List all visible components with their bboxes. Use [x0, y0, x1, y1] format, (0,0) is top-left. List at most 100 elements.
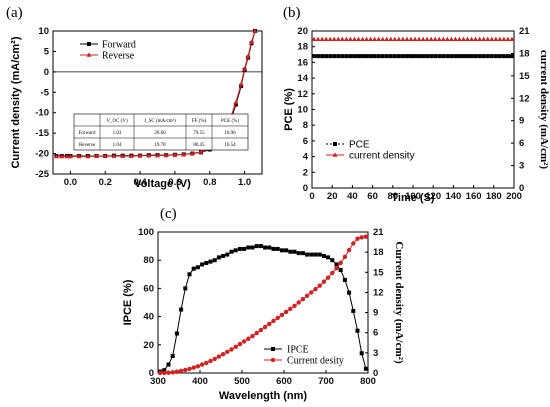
- data-point-current-density: [448, 36, 454, 42]
- data-point-current-desity: [317, 283, 322, 288]
- data-point-pce: [400, 54, 405, 59]
- data-point-pce: [465, 54, 470, 59]
- data-point-current-density: [493, 36, 499, 42]
- table-cell: 79.55: [193, 131, 205, 136]
- y-tick-label-c: 0: [149, 368, 154, 379]
- y2-tick-label-b: 0: [519, 183, 524, 194]
- data-point-ipce: [208, 259, 213, 264]
- data-point-reverse: [242, 65, 247, 71]
- data-point-current-desity: [199, 362, 205, 367]
- data-point-ipce: [279, 248, 284, 253]
- data-point-pce: [509, 54, 514, 59]
- data-point-ipce: [330, 258, 335, 263]
- y2-tick-label-b: 6: [519, 138, 524, 149]
- data-point-current-desity: [363, 234, 369, 239]
- data-point-current-density: [469, 36, 474, 42]
- data-point-pce: [320, 54, 325, 59]
- data-point-current-desity: [262, 324, 268, 330]
- data-point-pce: [481, 54, 486, 59]
- y2-tick-label-c: 21: [373, 227, 384, 238]
- x-tick-label-c: 400: [192, 376, 208, 387]
- y-tick-label-a: -10: [35, 108, 49, 119]
- data-point-current-density: [368, 36, 373, 42]
- data-point-current-desity: [296, 300, 301, 305]
- data-point-pce: [352, 54, 357, 59]
- data-point-current-density: [424, 36, 430, 42]
- data-point-pce: [473, 54, 478, 59]
- data-point-forward: [239, 84, 244, 89]
- x-tick-label-a: 0.8: [203, 177, 216, 188]
- x-tick-label-b: 0: [309, 191, 314, 202]
- data-point-ipce: [338, 268, 343, 273]
- data-point-ipce: [212, 258, 217, 263]
- data-point-pce: [477, 54, 482, 59]
- data-point-pce: [461, 54, 466, 59]
- data-point-pce: [328, 54, 333, 59]
- data-point-current-density: [323, 36, 329, 42]
- data-point-ipce: [326, 255, 331, 260]
- data-point-ipce: [300, 251, 305, 256]
- data-point-ipce: [162, 368, 167, 373]
- panel-label-a: (a): [6, 5, 23, 21]
- data-point-current-desity: [204, 360, 209, 366]
- data-point-current-density: [509, 36, 515, 42]
- data-point-pce: [316, 54, 321, 59]
- y-tick-label-b: 2: [303, 167, 308, 178]
- y-tick-label-c: 80: [143, 255, 154, 266]
- table-cell: 19.78: [154, 143, 166, 148]
- data-point-current-desity: [346, 247, 352, 253]
- x-tick-label-a: 0.4: [133, 177, 147, 188]
- data-point-current-density: [319, 36, 325, 42]
- y-tick-label-a: -20: [35, 149, 49, 160]
- data-point-current-desity: [325, 275, 331, 280]
- data-point-current-density: [436, 36, 442, 42]
- data-point-current-density: [428, 36, 434, 42]
- data-point-pce: [489, 54, 494, 59]
- data-point-current-desity: [250, 333, 255, 339]
- data-point-reverse: [252, 28, 258, 33]
- data-point-pce: [384, 54, 389, 59]
- y2-tick-label-c: 3: [373, 348, 378, 359]
- legend-marker: [332, 152, 338, 157]
- table-cell: Reverse: [79, 143, 96, 148]
- legend-label: Reverse: [102, 51, 135, 62]
- data-point-current-desity: [288, 306, 293, 312]
- data-point-current-density: [343, 36, 349, 42]
- data-point-reverse: [233, 99, 239, 105]
- data-point-pce: [413, 54, 418, 59]
- data-point-current-density: [465, 36, 470, 42]
- data-point-current-desity: [267, 321, 272, 327]
- y-tick-label-b: 0: [303, 183, 308, 194]
- data-point-pce: [356, 54, 361, 59]
- x-tick-label-a: 1.0: [238, 177, 251, 188]
- data-point-ipce: [237, 246, 242, 251]
- data-point-ipce: [170, 354, 175, 359]
- series-line-current-desity: [160, 236, 366, 374]
- data-point-current-density: [444, 36, 450, 42]
- x-tick-label-c: 600: [276, 376, 292, 387]
- data-point-current-desity: [271, 318, 276, 324]
- data-point-ipce: [263, 245, 268, 250]
- data-point-ipce: [321, 253, 326, 258]
- data-point-ipce: [347, 290, 352, 295]
- data-point-pce: [388, 54, 393, 59]
- data-point-ipce: [292, 249, 297, 254]
- data-point-current-desity: [225, 349, 230, 355]
- x-tick-label-b: 160: [466, 191, 482, 202]
- data-point-pce: [344, 54, 349, 59]
- panel-c: (c)300 400 500 600 700 8000204060801000369121…: [122, 206, 405, 402]
- data-point-ipce: [166, 362, 171, 367]
- y2-axis-label-c: Current density (mA/cm²): [393, 241, 405, 364]
- data-point-current-desity: [342, 254, 348, 260]
- data-point-pce: [372, 54, 377, 59]
- data-point-current-density: [408, 36, 414, 42]
- data-point-ipce: [309, 252, 314, 257]
- data-point-current-desity: [279, 312, 285, 318]
- data-point-pce: [449, 54, 454, 59]
- data-point-ipce: [334, 262, 339, 267]
- y-tick-label-a: -15: [35, 128, 49, 139]
- data-point-current-desity: [229, 347, 234, 352]
- data-point-current-density: [360, 36, 365, 42]
